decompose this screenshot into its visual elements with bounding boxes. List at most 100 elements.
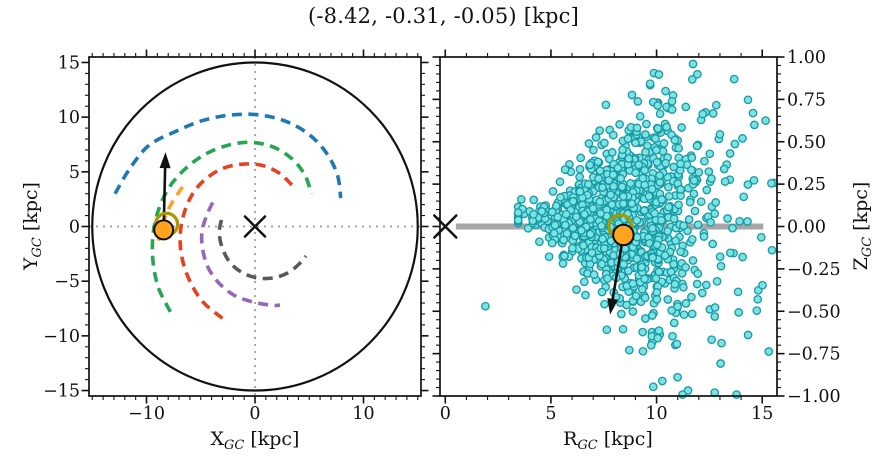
scatter-point — [641, 314, 650, 323]
yaxis-unit: [kpc] — [850, 181, 872, 231]
scatter-point — [624, 345, 634, 355]
sun-marker — [612, 223, 635, 247]
scatter-point — [640, 165, 650, 175]
velocity-arrow — [610, 234, 625, 306]
scatter-point — [681, 102, 691, 112]
tick-label: 15 — [751, 404, 773, 424]
right-xaxis-label: RGC [kpc] — [508, 427, 708, 453]
scatter-point — [645, 79, 655, 89]
scatter-point — [548, 187, 558, 196]
scatter-point — [670, 279, 680, 289]
scatter-point — [725, 149, 735, 158]
scatter-point — [733, 287, 743, 297]
scatter-point — [588, 204, 598, 213]
scatter-point — [667, 306, 677, 315]
scatter-point — [571, 212, 581, 222]
scatter-point — [624, 266, 633, 276]
scatter-point — [600, 299, 609, 309]
scatter-point — [669, 162, 679, 172]
scatter-point — [716, 359, 725, 368]
scatter-point — [580, 209, 589, 219]
xaxis-symbol: X — [210, 428, 225, 450]
scatter-point — [715, 252, 725, 262]
scatter-point — [725, 248, 735, 258]
scatter-point — [641, 130, 650, 139]
scatter-point — [575, 172, 584, 182]
scatter-point — [547, 207, 557, 217]
scatter-point — [570, 231, 580, 241]
scatter-point — [632, 215, 642, 225]
scatter-point — [608, 170, 618, 180]
scatter-point — [720, 177, 730, 186]
spiral-arm-gray — [217, 219, 308, 281]
scatter-point — [556, 193, 565, 202]
scatter-point — [560, 220, 570, 230]
scatter-point — [743, 180, 753, 189]
scatter-point — [668, 331, 677, 341]
scatter-point — [547, 238, 557, 248]
scatter-point — [706, 217, 715, 227]
scatter-point — [640, 206, 649, 215]
scatter-point — [750, 120, 759, 130]
scatter-point — [767, 245, 777, 255]
scatter-point — [550, 220, 560, 230]
scatter-point — [657, 376, 667, 386]
scatter-point — [638, 346, 648, 356]
scatter-point — [652, 157, 662, 167]
tick-label: 0 — [440, 404, 451, 424]
scatter-point — [632, 254, 642, 264]
scatter-point — [516, 195, 526, 204]
scatter-point — [595, 197, 605, 207]
scatter-point — [585, 160, 595, 170]
scatter-point — [648, 382, 658, 392]
xaxis-symbol: R — [563, 428, 578, 450]
tick-label: −1.00 — [787, 387, 841, 407]
scatter-point — [596, 209, 605, 218]
scatter-point — [597, 221, 606, 231]
scatter-point — [671, 236, 680, 246]
scatter-point — [553, 212, 563, 222]
scatter-point — [616, 174, 626, 183]
scatter-point — [661, 158, 671, 168]
scatter-point — [767, 178, 776, 188]
scatter-point — [676, 185, 685, 194]
scatter-point — [735, 216, 744, 226]
scatter-point — [597, 287, 607, 297]
scatter-point — [631, 138, 640, 148]
scatter-point — [705, 149, 715, 159]
scatter-point — [664, 191, 674, 201]
scatter-point — [651, 145, 661, 155]
scatter-point — [593, 157, 603, 167]
scatter-point — [535, 237, 544, 247]
galaxy-boundary-circle — [91, 61, 419, 392]
tick-label: 0.50 — [787, 133, 826, 153]
scatter-point — [631, 291, 641, 301]
scatter-point — [687, 292, 696, 302]
scatter-point — [551, 201, 561, 211]
scatter-point — [693, 220, 703, 230]
tick-label: 5 — [69, 163, 80, 183]
scatter-point — [598, 234, 607, 244]
scatter-point — [599, 244, 609, 253]
scatter-point — [710, 312, 720, 321]
scatter-point — [663, 226, 673, 236]
scatter-point — [618, 199, 628, 209]
scatter-point — [581, 290, 590, 300]
scatter-point — [652, 295, 662, 304]
scatter-point — [758, 280, 767, 290]
scatter-point — [669, 259, 678, 269]
spiral-arm-orange — [156, 183, 186, 242]
scatter-point — [715, 129, 725, 139]
scatter-point — [609, 181, 618, 191]
scatter-point — [627, 90, 637, 100]
scatter-point — [591, 133, 601, 142]
scatter-point — [607, 148, 617, 157]
scatter-point — [651, 134, 660, 143]
scatter-point — [717, 338, 726, 348]
scatter-point — [701, 280, 711, 290]
tick-label: −10 — [128, 404, 165, 424]
scatter-point — [660, 251, 670, 260]
scatter-point — [579, 277, 589, 287]
scatter-point — [576, 153, 586, 163]
yaxis-symbol: Z — [850, 257, 872, 271]
